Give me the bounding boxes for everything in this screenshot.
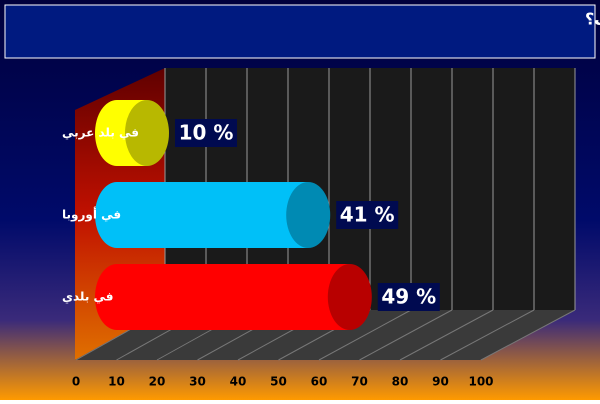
x-tick-label: 40 [230, 375, 247, 389]
x-tick-label: 10 [108, 375, 125, 389]
floor-line [359, 309, 453, 361]
bar [95, 182, 309, 248]
floor-line [440, 309, 535, 361]
x-tick-label: 80 [392, 375, 409, 389]
y-tick-label: في بلد عربي [62, 126, 139, 140]
floor-line [318, 309, 412, 361]
x-tick-label: 100 [468, 375, 493, 389]
value-label: 41 % [340, 203, 395, 227]
bar-cap [125, 100, 169, 166]
x-tick-label: 20 [149, 375, 166, 389]
value-label-box [336, 201, 399, 229]
x-tick-label: 60 [311, 375, 328, 389]
x-tick-label: 50 [270, 375, 287, 389]
bar [95, 264, 350, 330]
plot: 0 10 20 30 40 50 60 70 80 90 100 10 % في بلد عربي 41 … [62, 68, 576, 389]
x-tick-label: 30 [189, 375, 206, 389]
x-tick-label: 0 [72, 375, 80, 389]
floor-line [480, 309, 576, 361]
value-label: 49 % [381, 285, 436, 309]
x-tick-label: 70 [351, 375, 368, 389]
chart-title: أين ستقضي إجازة الصيف؟ [585, 9, 600, 30]
x-tick-label: 90 [432, 375, 449, 389]
value-label-box [175, 119, 237, 147]
title-box [4, 4, 596, 59]
value-label: 10 % [179, 121, 234, 145]
bar-cap [327, 264, 372, 330]
floor-line [399, 309, 494, 361]
y-tick-label: في أوروبا [62, 207, 121, 223]
y-tick-label: في بلدي [62, 290, 114, 304]
value-label-box [377, 283, 440, 311]
bar-cap [286, 182, 331, 248]
